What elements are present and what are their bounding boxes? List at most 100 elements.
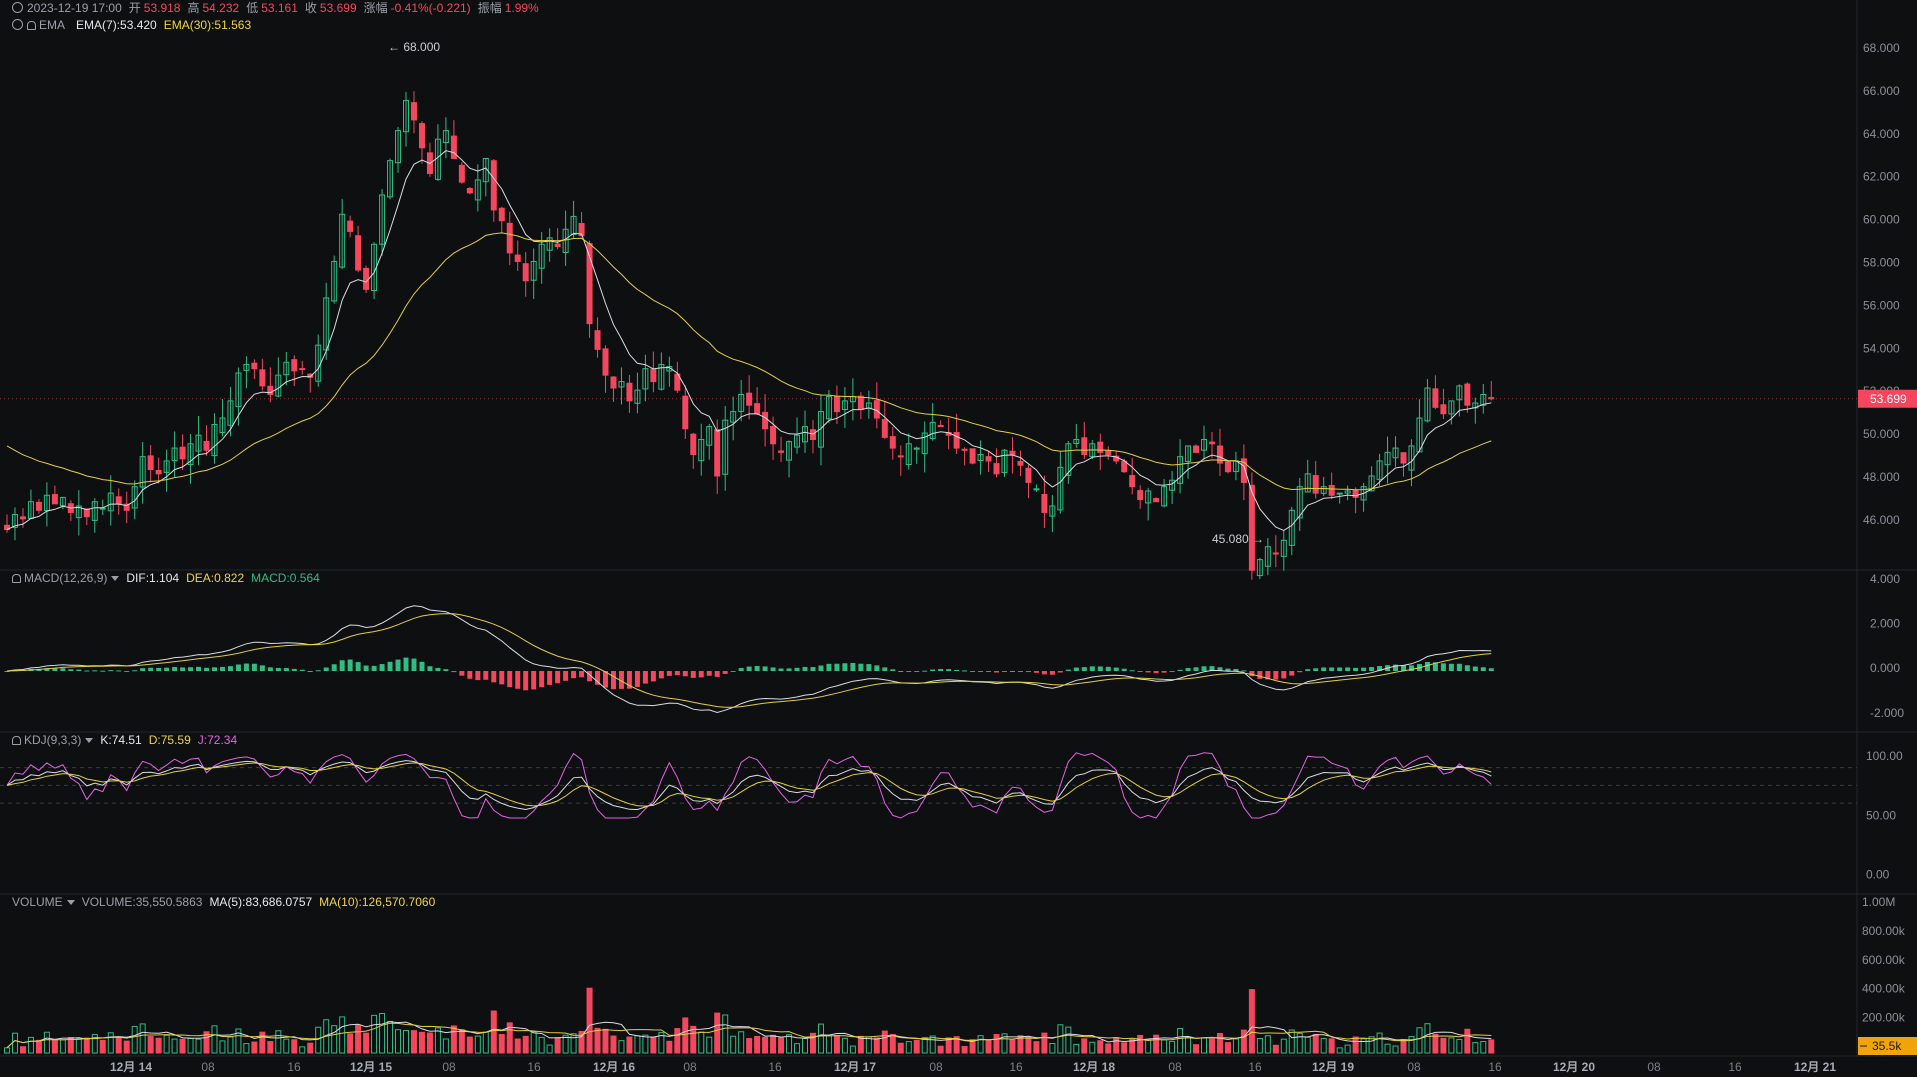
volume-name[interactable]: VOLUME bbox=[12, 895, 63, 909]
macd-bar bbox=[483, 671, 489, 680]
macd-bar bbox=[411, 658, 417, 671]
time-tick: 12月 16 bbox=[593, 1060, 635, 1074]
ema-name[interactable]: EMA bbox=[39, 18, 66, 32]
macd-name[interactable]: MACD(12,26,9) bbox=[24, 571, 108, 585]
price-tick: 58.000 bbox=[1863, 256, 1900, 270]
volume-value: VOLUME:35,550.5863 bbox=[81, 895, 203, 909]
volume-bar bbox=[171, 1038, 178, 1054]
alert-bell-icon[interactable] bbox=[27, 21, 36, 30]
volume-bar bbox=[1272, 1044, 1279, 1054]
time-tick: 16 bbox=[287, 1060, 301, 1074]
candle-body bbox=[1480, 393, 1487, 406]
volume-bar bbox=[674, 1028, 681, 1054]
macd-bar bbox=[475, 671, 481, 681]
candle-body bbox=[889, 436, 896, 449]
volume-bar bbox=[1456, 1038, 1463, 1054]
volume-bar bbox=[650, 1036, 657, 1054]
macd-bar bbox=[587, 671, 593, 682]
kdj-name[interactable]: KDJ(9,3,3) bbox=[24, 733, 82, 747]
candle-body bbox=[1121, 460, 1128, 473]
chevron-down-icon[interactable] bbox=[66, 900, 75, 905]
time-tick: 16 bbox=[1009, 1060, 1023, 1074]
macd-bar bbox=[315, 670, 321, 672]
macd-bar bbox=[563, 671, 569, 681]
volume-bar bbox=[754, 1035, 761, 1054]
volume-bar bbox=[19, 1046, 26, 1054]
candle-body bbox=[610, 376, 617, 389]
macd-bar bbox=[938, 668, 944, 671]
volume-bar bbox=[395, 1029, 402, 1054]
macd-bar bbox=[666, 671, 672, 676]
macd-bar bbox=[435, 667, 441, 671]
volume-bar bbox=[434, 1027, 441, 1054]
macd-bar bbox=[1129, 670, 1135, 672]
macd-tick: 0.000 bbox=[1870, 661, 1900, 675]
macd-bar bbox=[890, 669, 896, 671]
macd-bar bbox=[722, 671, 728, 674]
ohlc-info: 2023-12-19 17:00 开 53.918 高 54.232 低 53.161 收 53… bbox=[12, 0, 546, 16]
volume-bar bbox=[1480, 1041, 1487, 1054]
candle-body bbox=[1177, 456, 1184, 484]
alert-bell-icon[interactable] bbox=[12, 736, 21, 745]
candle-body bbox=[482, 157, 489, 183]
low-label: 低 bbox=[246, 1, 259, 15]
collapse-icon[interactable] bbox=[12, 2, 23, 13]
chevron-down-icon[interactable] bbox=[111, 576, 120, 581]
volume-bar bbox=[331, 1025, 338, 1054]
macd-bar bbox=[595, 671, 601, 685]
candle-body bbox=[291, 359, 298, 372]
collapse-icon[interactable] bbox=[12, 19, 23, 30]
macd-bar bbox=[826, 663, 832, 671]
candle-body bbox=[514, 254, 521, 262]
candle-body bbox=[450, 135, 457, 159]
candle-body bbox=[1001, 449, 1008, 474]
time-tick: 16 bbox=[527, 1060, 541, 1074]
macd-bar bbox=[706, 671, 712, 676]
candle-body bbox=[1153, 498, 1160, 503]
macd-bar bbox=[770, 667, 776, 671]
volume-bar bbox=[275, 1030, 282, 1054]
volume-ma10: MA(10):126,570.7060 bbox=[319, 895, 436, 909]
volume-bar bbox=[1416, 1027, 1423, 1054]
macd-bar bbox=[299, 669, 305, 671]
volume-bar bbox=[770, 1034, 777, 1054]
macd-bar bbox=[1241, 670, 1247, 672]
volume-bar bbox=[179, 1038, 186, 1054]
macd-bar bbox=[1369, 667, 1375, 671]
candle-body bbox=[147, 455, 154, 471]
macd-bar bbox=[914, 671, 920, 672]
macd-bar bbox=[1377, 666, 1383, 671]
volume-bar bbox=[1464, 1028, 1471, 1054]
candle-body bbox=[794, 434, 801, 448]
volume-bar bbox=[227, 1036, 234, 1054]
kdj-d: D:75.59 bbox=[148, 733, 191, 747]
volume-bar bbox=[602, 1028, 609, 1054]
candle-body bbox=[690, 433, 697, 456]
candle-body bbox=[490, 160, 497, 211]
volume-bar bbox=[1448, 1037, 1455, 1054]
price-tick: 62.000 bbox=[1863, 170, 1900, 184]
volume-bar bbox=[1256, 1038, 1263, 1054]
candle-body bbox=[83, 508, 90, 518]
macd-bar bbox=[690, 671, 696, 678]
macd-bar bbox=[259, 665, 265, 671]
macd-bar bbox=[1057, 671, 1063, 673]
macd-bar bbox=[898, 670, 904, 672]
volume-bar bbox=[355, 1024, 362, 1054]
candle-body bbox=[1264, 546, 1271, 567]
macd-bar bbox=[427, 666, 433, 671]
chevron-down-icon[interactable] bbox=[85, 738, 94, 743]
volume-bar bbox=[1344, 1044, 1351, 1054]
volume-bar bbox=[1384, 1043, 1391, 1054]
volume-bar bbox=[794, 1043, 801, 1054]
candle-body bbox=[897, 455, 904, 458]
volume-bar bbox=[139, 1023, 146, 1054]
candle-body bbox=[187, 443, 194, 466]
volume-bar bbox=[1240, 1029, 1247, 1054]
candle-body bbox=[953, 432, 960, 449]
candle-body bbox=[1201, 438, 1207, 451]
alert-bell-icon[interactable] bbox=[12, 574, 21, 583]
volume-bar bbox=[1408, 1036, 1415, 1054]
candle-body bbox=[219, 417, 226, 434]
